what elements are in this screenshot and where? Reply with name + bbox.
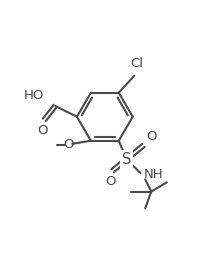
Text: Cl: Cl — [130, 57, 143, 70]
Text: NH: NH — [144, 168, 163, 181]
Text: O: O — [63, 138, 74, 151]
Text: O: O — [147, 130, 157, 143]
Text: O: O — [105, 174, 116, 188]
Text: O: O — [38, 124, 48, 137]
Text: S: S — [122, 152, 131, 167]
Text: HO: HO — [24, 89, 44, 102]
